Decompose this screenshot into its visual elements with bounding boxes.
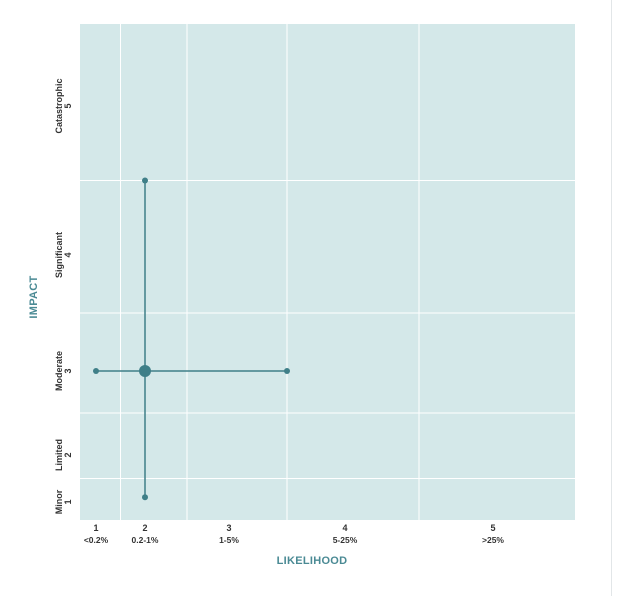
- impact-range-max-dot: [142, 177, 148, 184]
- x-axis-title: LIKELIHOOD: [277, 555, 348, 567]
- x-tick-sublabel-2: 0.2-1%: [132, 535, 159, 545]
- x-tick-labels: 1 <0.2% 2 0.2-1% 3 1-5% 4 5-25% 5 >25%: [84, 523, 505, 545]
- x-tick-label-2: 2: [142, 523, 147, 533]
- grid-lines: [80, 24, 575, 520]
- likelihood-range-max-dot: [284, 368, 290, 374]
- y-tick-num-3: 3: [63, 368, 73, 373]
- x-tick-label-3: 3: [226, 523, 231, 533]
- x-tick-sublabel-1: <0.2%: [84, 535, 109, 545]
- y-tick-label-1: Minor: [54, 489, 64, 514]
- x-tick-sublabel-3: 1-5%: [219, 535, 239, 545]
- y-tick-labels: Minor 1 Limited 2 Moderate 3 Significant 4 Catas…: [54, 78, 73, 514]
- y-tick-label-5: Catastrophic: [54, 78, 64, 133]
- y-tick-label-3: Moderate: [54, 351, 64, 391]
- chart-marks: [93, 177, 290, 501]
- y-tick-num-1: 1: [63, 499, 73, 504]
- y-tick-num-4: 4: [63, 252, 73, 257]
- x-tick-sublabel-4: 5-25%: [333, 535, 358, 545]
- y-tick-num-5: 5: [63, 103, 73, 108]
- impact-range-min-dot: [142, 494, 148, 501]
- x-tick-sublabel-5: >25%: [482, 535, 504, 545]
- central-point: [139, 365, 151, 377]
- y-axis-title: IMPACT: [28, 275, 40, 318]
- x-tick-label-1: 1: [93, 523, 98, 533]
- plot-background: [80, 24, 575, 520]
- likelihood-range-min-dot: [93, 368, 99, 374]
- y-tick-label-4: Significant: [54, 232, 64, 278]
- y-tick-num-2: 2: [63, 452, 73, 457]
- x-tick-label-4: 4: [342, 523, 347, 533]
- y-tick-label-2: Limited: [54, 439, 64, 471]
- x-tick-label-5: 5: [490, 523, 495, 533]
